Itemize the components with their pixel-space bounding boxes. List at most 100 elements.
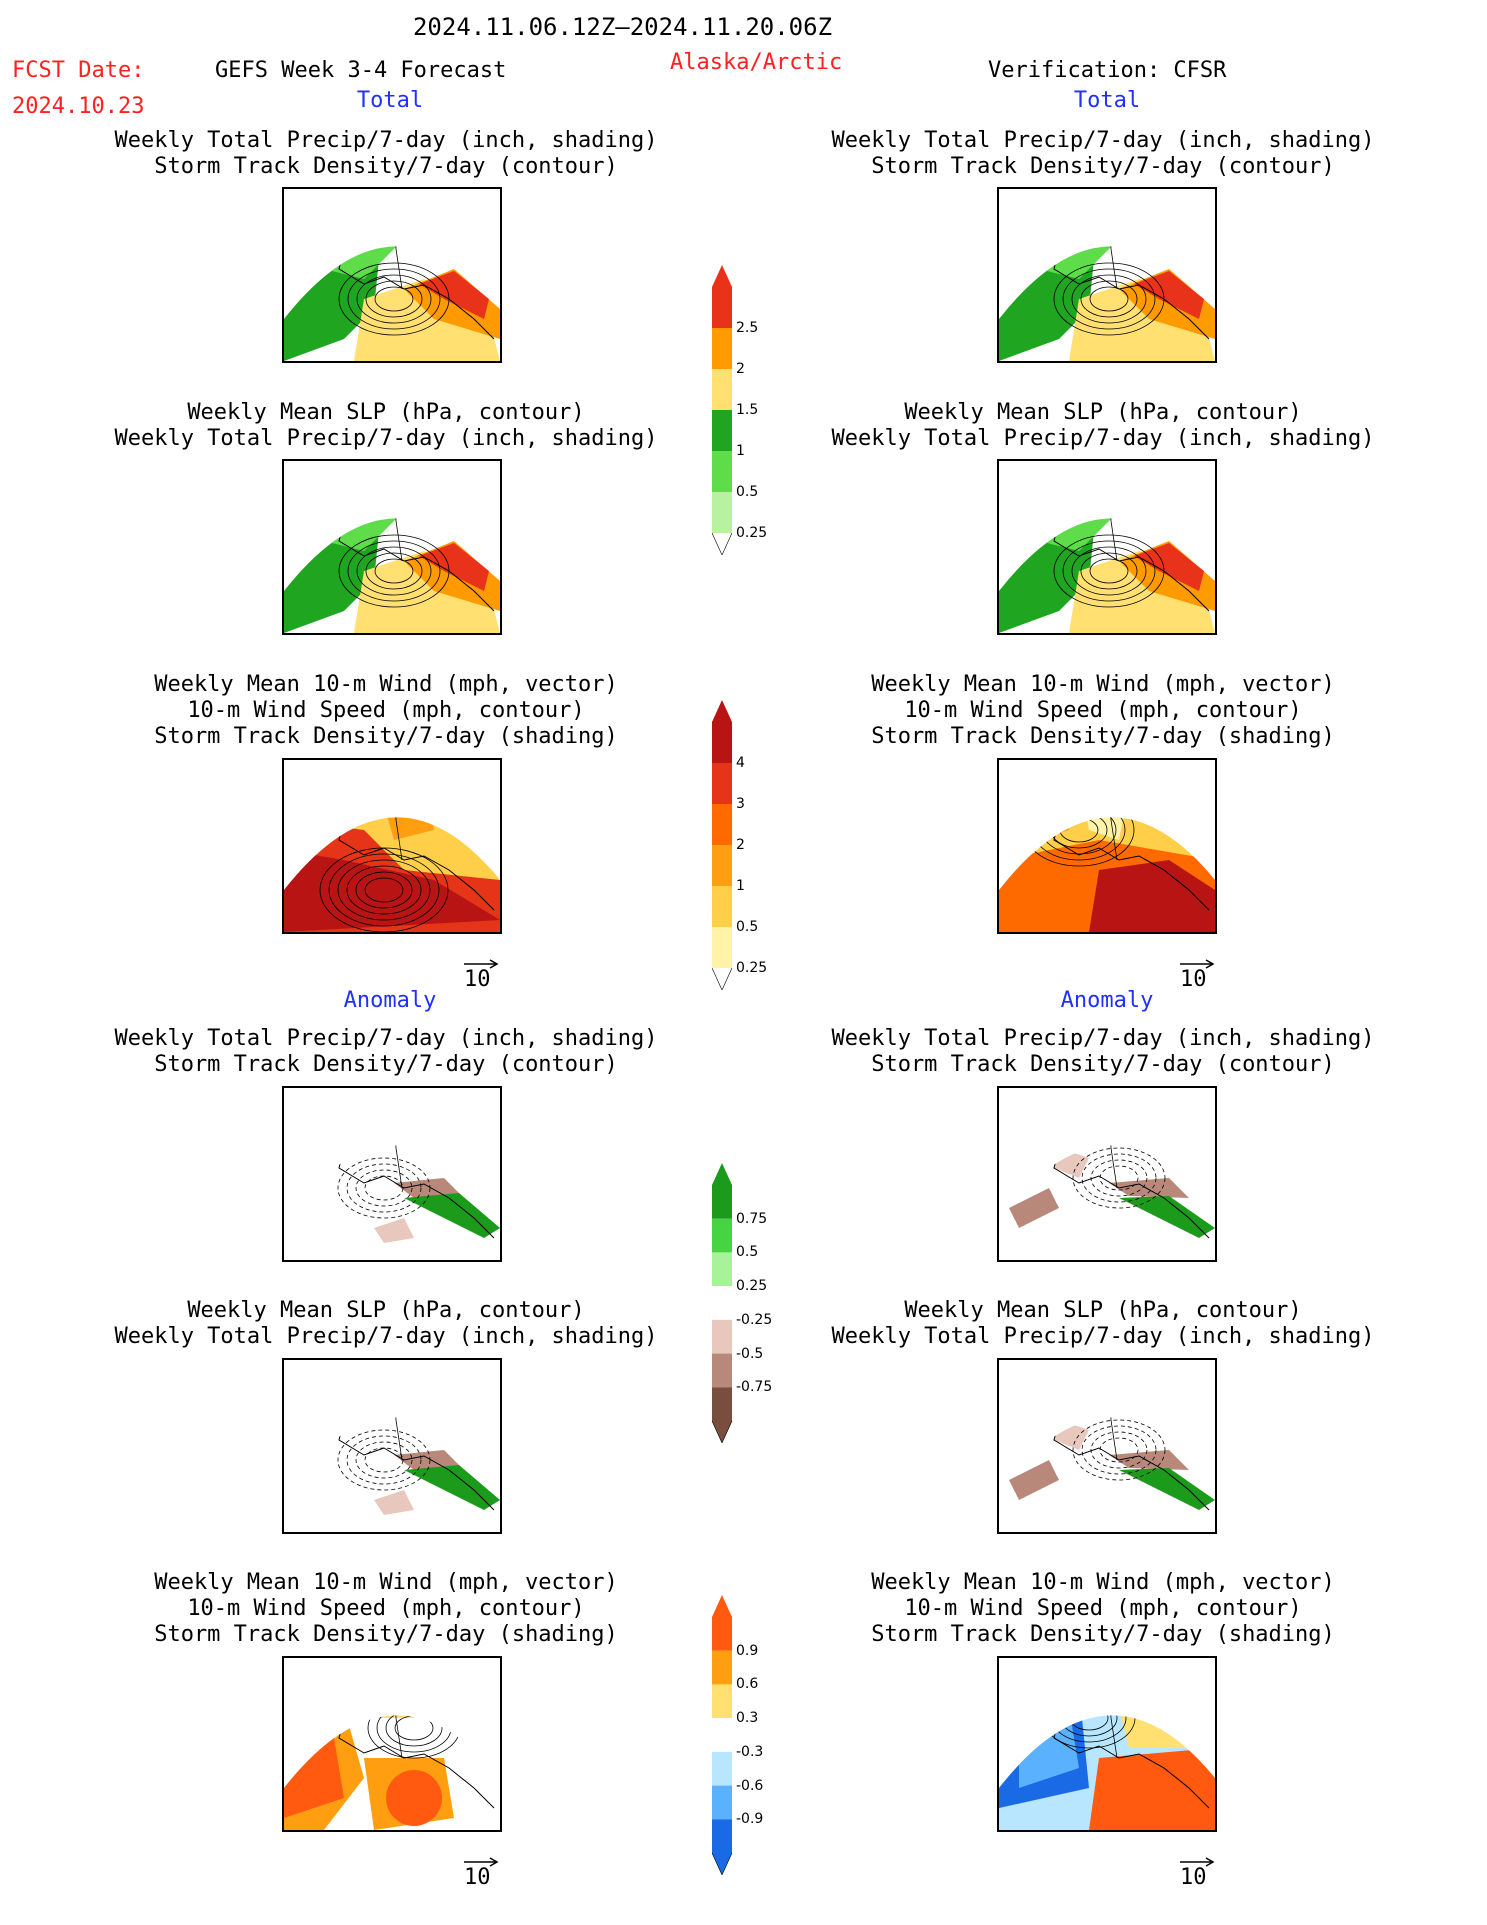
storm-area — [1079, 817, 1129, 840]
ref-vector-label: 10 — [1180, 967, 1207, 992]
anom-area — [1009, 1188, 1059, 1228]
colorbar-tick-label: 3 — [736, 796, 745, 812]
colorbar-swatch — [712, 369, 732, 410]
anom-area — [394, 1178, 464, 1198]
contour-line — [1071, 546, 1147, 596]
map-anom-precip-storm-left — [282, 1086, 502, 1262]
border-line — [393, 817, 403, 861]
colorbar-swatch — [712, 1353, 732, 1388]
map-canvas — [284, 817, 500, 932]
colorbar-total-storm: 4 3 2 1 0.5 0.25 — [711, 700, 792, 991]
colorbar-tick-label: 0.5 — [736, 1244, 759, 1261]
panel-title-l3a: Weekly Mean 10-m Wind (mph, vector) — [154, 672, 618, 697]
anom-area — [404, 1193, 500, 1238]
contour-line — [1053, 262, 1165, 336]
precip-area — [419, 271, 489, 319]
map-anom-slp-precip-right — [997, 1358, 1217, 1534]
panel-title-r1a: Weekly Total Precip/7-day (inch, shading… — [831, 128, 1375, 153]
colorbar-tail — [711, 1420, 733, 1444]
contour-line — [1090, 1431, 1148, 1469]
map-canvas — [284, 246, 500, 361]
colorbar-tick-label: 1 — [736, 443, 745, 459]
fcst-date-value: 2024.10.23 — [12, 94, 145, 119]
colorbar-swatch — [712, 886, 732, 927]
map-total-slp-precip-left — [282, 459, 502, 635]
panel-title-l5b: Weekly Total Precip/7-day (inch, shading… — [114, 1324, 658, 1349]
colorbar-swatch — [712, 451, 732, 492]
colorbar-svg — [711, 1163, 733, 1444]
anom-area — [394, 1450, 464, 1470]
contour-line — [355, 871, 413, 909]
contour-line — [319, 847, 449, 932]
panel-title-r1b: Storm Track Density/7-day (contour) — [871, 154, 1335, 179]
colorbar-tick-label: 0.5 — [736, 919, 759, 935]
colorbar-swatch — [712, 1319, 732, 1354]
map-canvas — [999, 1145, 1215, 1260]
contour-line — [374, 286, 414, 312]
ref-vector-label: 10 — [1180, 1865, 1207, 1890]
contour-line — [338, 262, 450, 336]
colorbar-anom-storm: 0.9 0.6 0.3 -0.3 -0.6 -0.9 — [711, 1595, 792, 1876]
ref-vector-total-right: 10 — [1178, 955, 1218, 992]
anom-area — [1089, 1748, 1215, 1830]
contour-line — [1053, 534, 1165, 608]
anom-area — [1119, 1196, 1215, 1238]
panel-title-r4b: Storm Track Density/7-day (contour) — [871, 1052, 1335, 1077]
panel-title-r4a: Weekly Total Precip/7-day (inch, shading… — [831, 1026, 1375, 1051]
contour-line — [346, 1435, 422, 1485]
contour-line — [337, 1157, 431, 1219]
colorbar-tick-label: 0.25 — [736, 960, 768, 976]
colorbar-tail — [711, 967, 733, 991]
verification-title: Verification: CFSR — [988, 58, 1227, 83]
contour-line — [1080, 552, 1138, 590]
map-canvas — [999, 1417, 1215, 1532]
colorbar-swatch — [712, 1595, 732, 1651]
colorbar-svg — [711, 265, 733, 556]
map-anom-slp-precip-left — [282, 1358, 502, 1534]
contour-line — [346, 1163, 422, 1213]
contour-line — [1080, 280, 1138, 318]
colorbar-tick-label: 1 — [736, 878, 745, 894]
colorbar-svg — [711, 1595, 733, 1876]
contour-line — [356, 546, 432, 596]
contour-line — [1089, 286, 1129, 312]
colorbar-tick-label: 0.6 — [736, 1676, 759, 1693]
contour-line — [364, 1447, 404, 1473]
contour-line — [1089, 558, 1129, 584]
contour-line — [1081, 1425, 1157, 1475]
contour-line — [1090, 1159, 1148, 1197]
colorbar-svg — [711, 700, 733, 991]
map-total-wind-right — [997, 758, 1217, 934]
panel-title-l1a: Weekly Total Precip/7-day (inch, shading… — [114, 128, 658, 153]
colorbar-total-precip: 2.5 2 1.5 1 0.5 0.25 — [711, 265, 792, 556]
panel-title-r6c: Storm Track Density/7-day (shading) — [871, 1622, 1335, 1647]
contour-line — [347, 540, 441, 602]
map-total-wind-left — [282, 758, 502, 934]
date-range-title: 2024.11.06.12Z—2024.11.20.06Z — [412, 13, 833, 41]
anom-area — [386, 1770, 442, 1826]
precip-area — [1134, 271, 1204, 319]
arrow-right-icon — [464, 959, 499, 969]
panel-title-r3b: 10-m Wind Speed (mph, contour) — [904, 698, 1302, 723]
anom-area — [1119, 1468, 1215, 1510]
colorbar-swatch — [712, 1218, 732, 1253]
storm-area — [1089, 860, 1215, 932]
region-title: Alaska/Arctic — [670, 50, 843, 75]
contour-line — [1072, 1147, 1166, 1209]
contour-line — [355, 1169, 413, 1207]
ref-vector-label: 10 — [464, 967, 491, 992]
map-canvas — [284, 1145, 500, 1260]
section-anomaly-left: Anomaly — [343, 988, 437, 1013]
ref-vector-anom-left: 10 — [462, 1853, 502, 1890]
anom-area — [374, 1490, 414, 1515]
panel-title-r5a: Weekly Mean SLP (hPa, contour) — [904, 1298, 1302, 1323]
map-total-slp-precip-right — [997, 459, 1217, 635]
map-canvas — [999, 1715, 1215, 1830]
panel-title-r3c: Storm Track Density/7-day (shading) — [871, 724, 1335, 749]
fcst-date-label: FCST Date: — [12, 58, 145, 83]
panel-title-l6c: Storm Track Density/7-day (shading) — [154, 1622, 618, 1647]
colorbar-swatch — [712, 1387, 732, 1421]
border-line — [393, 1417, 403, 1461]
colorbar-tick-label: 0.3 — [736, 1710, 759, 1727]
colorbar-swatch — [712, 1785, 732, 1820]
